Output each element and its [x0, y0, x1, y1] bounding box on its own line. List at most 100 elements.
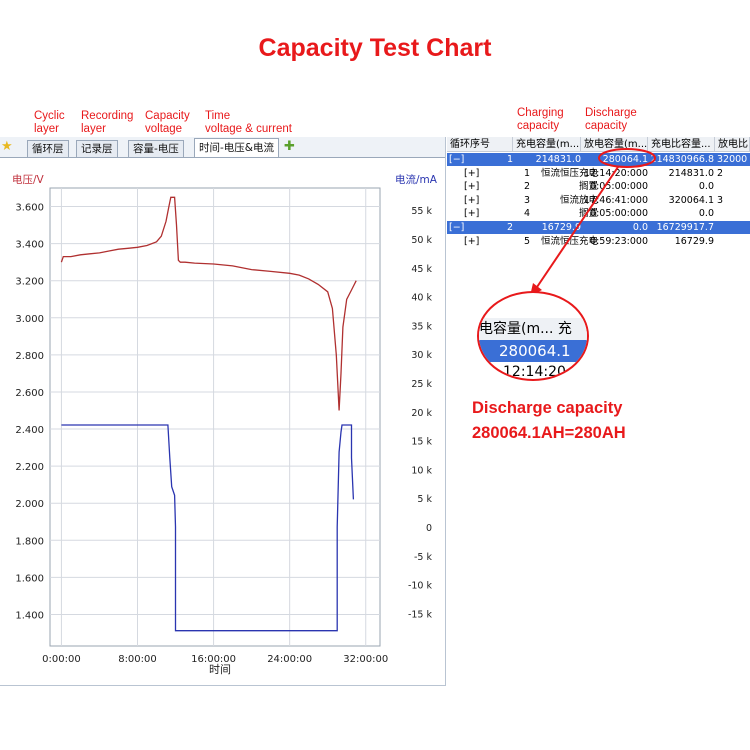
annotation-recording-layer: Recording layer — [81, 110, 133, 136]
y-left-tick-label: 2.800 — [15, 351, 44, 362]
x-tick-label: 16:00:00 — [191, 654, 236, 665]
annotation-line: Recording — [81, 110, 134, 122]
discharge-capacity-note: Discharge capacity 280064.1AH=280AH — [472, 396, 626, 446]
tab-cyclic-layer[interactable]: 循环层 — [27, 140, 69, 157]
callout-line — [534, 166, 619, 291]
y-left-tick-label: 3.200 — [15, 277, 44, 288]
annotation-capacity-voltage: Capacity voltage — [145, 110, 190, 136]
note-line: 280064.1AH=280AH — [472, 424, 626, 442]
table-cell-index: 1 — [506, 154, 513, 165]
table-cell-extra: 2 — [717, 167, 724, 179]
header-charge-specific-capacity[interactable]: 充电比容量... — [648, 137, 715, 152]
y-right-tick-label: -10 k — [408, 581, 433, 592]
y-left-tick-label: 1.400 — [15, 610, 44, 621]
star-icon[interactable]: ★ — [1, 139, 13, 154]
y-left-tick-label: 2.400 — [15, 425, 44, 436]
zoom-header: 电容量(m... 充 — [479, 318, 587, 341]
annotation-cyclic-layer: Cyclic layer — [34, 110, 65, 136]
zoom-callout: 电容量(m... 充 280064.1 12:14:20 — [477, 291, 589, 381]
zoom-selected-value: 280064.1 — [479, 340, 587, 362]
table-row[interactable]: [+] 2 搁置 0:05:00:000 0.0 — [447, 180, 750, 193]
table-cell-specific: 0.0 — [698, 208, 714, 220]
y-right-tick-label: 35 k — [411, 321, 432, 332]
table-row[interactable]: [+] 4 搁置 0:05:00:000 0.0 — [447, 207, 750, 220]
table-cell-specific: 214831.0 — [668, 167, 714, 179]
tab-capacity-voltage[interactable]: 容量-电压 — [128, 140, 184, 157]
table-row[interactable]: [+] 5 恒流恒压充电 0:59:23:000 16729.9 — [447, 235, 750, 248]
zoom-time: 12:14:20 — [479, 362, 587, 380]
tab-recording-layer[interactable]: 记录层 — [76, 140, 118, 157]
header-cycle-index[interactable]: 循环序号 — [447, 137, 513, 152]
y-right-tick-label: -15 k — [408, 609, 433, 620]
x-tick-label: 24:00:00 — [267, 654, 312, 665]
y-right-tick-label: -5 k — [414, 552, 432, 563]
table-cell-extra: 32000 — [717, 154, 748, 165]
table-cell-index: 3 — [523, 194, 530, 206]
y-right-tick-label: 0 — [426, 523, 432, 534]
annotation-line: voltage & current — [205, 123, 292, 135]
table-cell-index: 2 — [506, 222, 513, 233]
table-cell-extra: 3 — [717, 194, 724, 206]
annotation-line: capacity — [517, 120, 560, 132]
table-row[interactable]: [−] 2 16729.9 0.0 16729917.7 — [447, 221, 750, 234]
table-cell-expander: [+] — [464, 167, 480, 179]
zoom-value: 280064.1 — [499, 342, 571, 360]
x-tick-label: 32:00:00 — [343, 654, 388, 665]
table-cell-expander: [−] — [449, 154, 465, 165]
table-cell-index: 1 — [523, 167, 530, 179]
y-right-tick-label: 50 k — [411, 235, 432, 246]
table-cell-charge: 0:05:00:000 — [590, 181, 648, 193]
highlight-ellipse — [598, 148, 656, 168]
table-cell-discharge: 0.0 — [632, 222, 648, 233]
add-tab-icon[interactable]: ✚ — [284, 139, 295, 154]
table-cell-charge: 0:05:00:000 — [590, 208, 648, 220]
annotation-line: voltage — [145, 123, 183, 135]
y-right-tick-label: 55 k — [411, 206, 432, 217]
table-cell-step: 恒流恒压充电 — [540, 167, 598, 179]
annotation-line: Capacity — [145, 110, 190, 122]
table-cell-charge: 16729.9 — [541, 222, 581, 233]
table-row[interactable]: [+] 1 恒流恒压充电 12:14:20:000 214831.0 2 — [447, 167, 750, 180]
zoom-time-value: 12:14:20 — [503, 364, 566, 380]
x-tick-label: 0:00:00 — [42, 654, 81, 665]
table-cell-expander: [+] — [464, 194, 480, 206]
y-right-tick-label: 20 k — [411, 408, 432, 419]
table-cell-charge: 0:59:23:000 — [590, 235, 648, 247]
y-left-tick-label: 1.800 — [15, 536, 44, 547]
tab-time-voltage-current[interactable]: 时间-电压&电流 — [194, 138, 279, 157]
table-cell-step: 恒流恒压充电 — [540, 235, 598, 247]
x-tick-label: 8:00:00 — [118, 654, 157, 665]
header-charge-capacity[interactable]: 充电容量(m... — [513, 137, 581, 152]
x-axis-label: 时间 — [209, 663, 231, 676]
y-left-tick-label: 3.600 — [15, 203, 44, 214]
annotation-line: layer — [34, 123, 59, 135]
y-right-tick-label: 5 k — [417, 494, 432, 505]
table-cell-discharge: 280064.1 — [602, 154, 648, 165]
table-row[interactable]: [+] 3 恒流放电 17:46:41:000 320064.1 3 — [447, 194, 750, 207]
y-left-tick-label: 3.400 — [15, 240, 44, 251]
y-left-axis-label: 电压/V — [12, 173, 45, 186]
table-cell-specific: 16729.9 — [674, 235, 714, 247]
annotation-charging-capacity: Charging capacity — [517, 107, 564, 133]
table-cell-expander: [+] — [464, 208, 480, 220]
annotation-line: capacity — [585, 120, 628, 132]
table-cell-specific: 16729917.7 — [656, 222, 714, 233]
annotation-line: Discharge — [585, 107, 637, 119]
note-line: Discharge capacity — [472, 399, 623, 417]
table-cell-expander: [+] — [464, 235, 480, 247]
table-cell-expander: [−] — [449, 222, 465, 233]
y-right-tick-label: 15 k — [411, 437, 432, 448]
annotation-line: Time — [205, 110, 231, 122]
y-right-tick-label: 45 k — [411, 264, 432, 275]
table-cell-step: 恒流放电 — [559, 194, 598, 206]
table-cell-expander: [+] — [464, 181, 480, 193]
table-cell-index: 4 — [523, 208, 530, 220]
voltage-series-line — [60, 196, 357, 411]
table-cell-charge: 214831.0 — [535, 154, 581, 165]
y-left-tick-label: 2.200 — [15, 462, 44, 473]
table-cell-charge: 17:46:41:000 — [584, 194, 648, 206]
table-cell-index: 2 — [523, 181, 530, 193]
table-cell-specific: 320064.1 — [668, 194, 714, 206]
table-cell-step: 搁置 — [578, 181, 598, 193]
